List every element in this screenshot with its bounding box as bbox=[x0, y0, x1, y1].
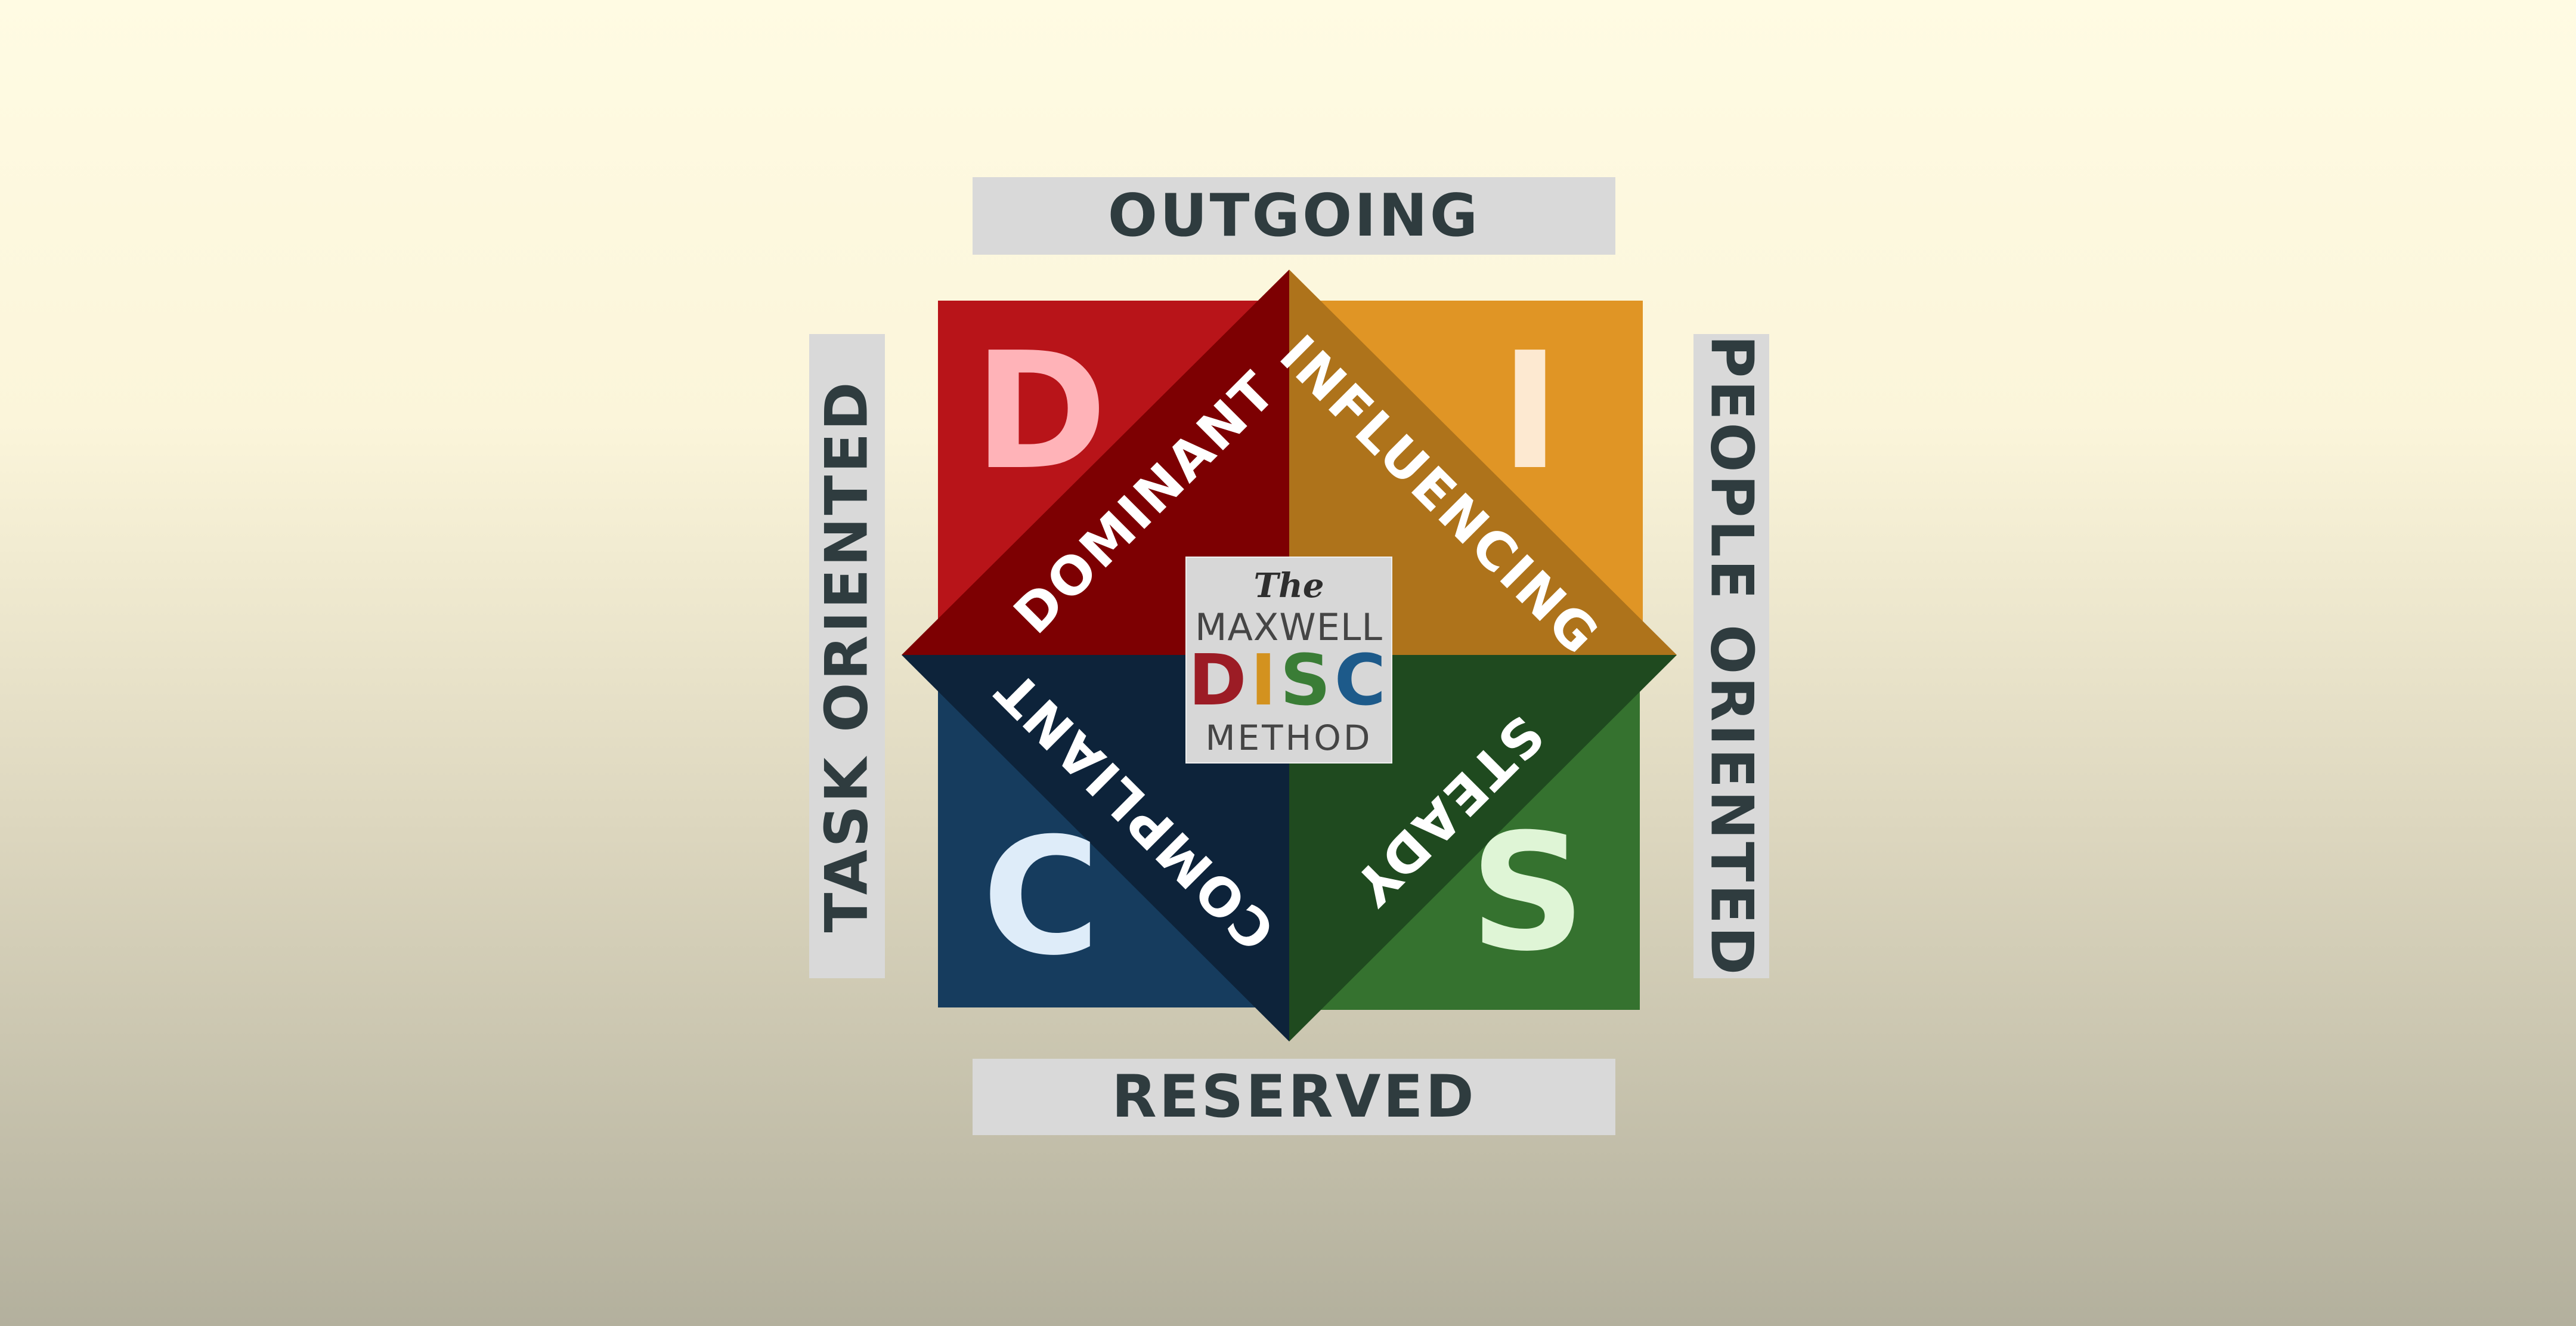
logo-disc-s: S bbox=[1280, 639, 1335, 721]
letter-s: S bbox=[1470, 799, 1586, 987]
reserved-label: RESERVED bbox=[973, 1059, 1615, 1135]
letter-d: D bbox=[974, 317, 1107, 505]
task-oriented-label: TASK ORIENTED bbox=[809, 334, 885, 978]
logo-disc-c: C bbox=[1334, 639, 1390, 721]
logo-method: METHOD bbox=[1205, 718, 1373, 758]
logo-maxwell: MAXWELL bbox=[1195, 605, 1383, 649]
outgoing-label-text: OUTGOING bbox=[1107, 182, 1481, 250]
people-oriented-label: PEOPLE ORIENTED bbox=[1693, 334, 1769, 978]
logo-disc: DISC bbox=[1187, 641, 1391, 719]
letter-i: I bbox=[1500, 317, 1560, 505]
letter-c: C bbox=[982, 803, 1100, 991]
maxwell-disc-logo: The MAXWELL DISC METHOD bbox=[1185, 557, 1392, 764]
logo-disc-d: D bbox=[1188, 639, 1250, 721]
outgoing-label: OUTGOING bbox=[973, 177, 1615, 255]
logo-disc-i: I bbox=[1250, 639, 1280, 721]
reserved-label-text: RESERVED bbox=[1111, 1063, 1476, 1131]
logo-the: The bbox=[1253, 566, 1324, 605]
